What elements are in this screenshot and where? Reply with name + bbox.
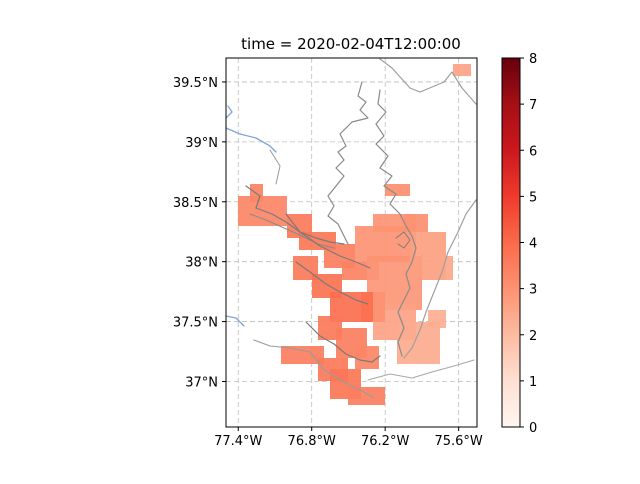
colorbar: 0 1 2 3 4 5 6 7 8: [501, 52, 537, 436]
york-river: [295, 261, 369, 305]
data-cell: [281, 346, 324, 364]
sw-river: [226, 315, 245, 327]
colorbar-tick-label: 6: [529, 144, 537, 159]
virginia-south-shore: [367, 359, 475, 381]
colorbar-tick-label: 1: [529, 375, 537, 390]
colorbar-gradient: [501, 57, 521, 428]
chart-title: time = 2020-02-04T12:00:00: [241, 35, 461, 53]
west-river: [226, 127, 277, 153]
james-river: [305, 321, 381, 363]
data-cell: [373, 214, 416, 232]
x-tick-label: 75.6°W: [434, 434, 482, 449]
colorbar-tick-label: 7: [529, 98, 537, 113]
james-south-bank: [253, 339, 375, 399]
data-cell: [348, 387, 385, 405]
x-tick-label: 76.2°W: [361, 434, 409, 449]
y-tick-label: 38.5°N: [173, 196, 218, 211]
data-cell: [385, 184, 410, 196]
colorbar-tick-label: 0: [529, 421, 537, 436]
plot-frame: [225, 57, 478, 428]
northern-neck-shore: [269, 149, 281, 185]
potomac-south-bank: [249, 213, 335, 249]
y-tick-label: 39.5°N: [173, 76, 218, 91]
colorbar-tick-label: 5: [529, 190, 537, 205]
colorbar-tick-label: 3: [529, 283, 537, 298]
data-cell: [453, 64, 471, 76]
x-axis-ticks: 77.4°W 76.8°W 76.2°W 75.6°W: [214, 427, 483, 449]
x-tick-label: 77.4°W: [214, 434, 262, 449]
y-tick-label: 37°N: [185, 375, 218, 390]
nw-river: [226, 105, 233, 119]
data-cell: [428, 310, 446, 328]
bay-west-shore: [327, 81, 369, 245]
colorbar-tick-label: 2: [529, 329, 537, 344]
rappahannock-river: [285, 213, 371, 269]
delmarva-atlantic-shore: [403, 199, 477, 359]
colorbar-tick-label: 4: [529, 237, 537, 252]
coastlines: [226, 58, 477, 399]
potomac-river: [245, 185, 345, 245]
y-tick-label: 39°N: [185, 136, 218, 151]
colorbar-ticks: 0 1 2 3 4 5 6 7 8: [520, 52, 537, 436]
bay-east-shore: [375, 89, 417, 357]
data-cell: [355, 346, 379, 369]
eastern-shore-islands: [395, 231, 411, 249]
colorbar-tick-label: 8: [529, 52, 537, 67]
land-boundary: [379, 58, 477, 105]
map-plot-area: [226, 58, 477, 427]
x-tick-label: 76.8°W: [288, 434, 336, 449]
y-tick-label: 37.5°N: [173, 316, 218, 331]
y-tick-label: 38°N: [185, 256, 218, 271]
y-axis-ticks: 37°N 37.5°N 38°N 38.5°N 39°N 39.5°N: [173, 76, 226, 390]
